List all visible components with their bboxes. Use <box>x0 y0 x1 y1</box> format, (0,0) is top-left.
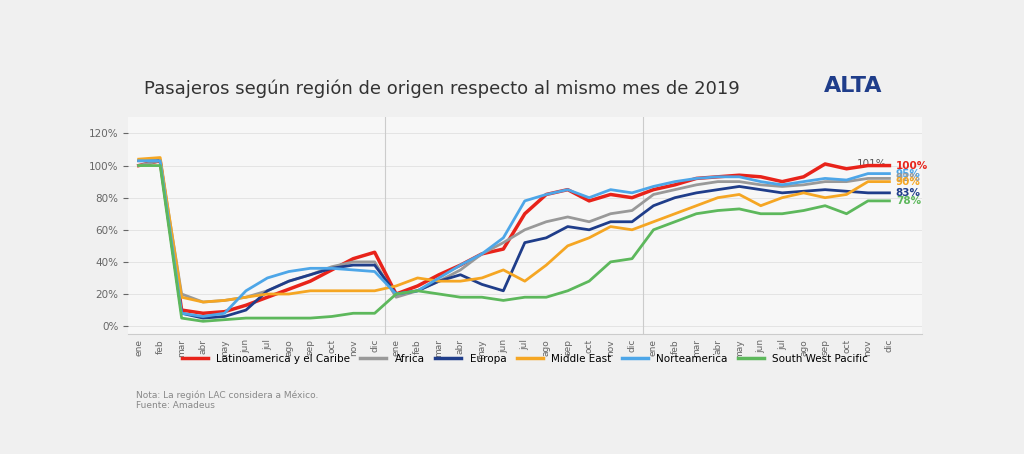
Text: 95%: 95% <box>896 168 921 178</box>
Text: Pasajeros según región de origen respecto al mismo mes de 2019: Pasajeros según región de origen respect… <box>143 80 739 99</box>
Text: 92%: 92% <box>896 173 921 183</box>
Text: 90%: 90% <box>896 177 921 187</box>
Text: 83%: 83% <box>896 188 921 198</box>
Text: Nota: La región LAC considera a México.
Fuente: Amadeus: Nota: La región LAC considera a México. … <box>136 390 318 410</box>
Legend: Latinoamerica y el Caribe, Africa, Europa, Middle East, Norteamerica, South West: Latinoamerica y el Caribe, Africa, Europ… <box>177 350 872 368</box>
Text: 101%: 101% <box>857 159 887 169</box>
Text: ALTA: ALTA <box>823 76 882 96</box>
Text: 78%: 78% <box>896 196 921 206</box>
Text: 100%: 100% <box>896 161 928 171</box>
